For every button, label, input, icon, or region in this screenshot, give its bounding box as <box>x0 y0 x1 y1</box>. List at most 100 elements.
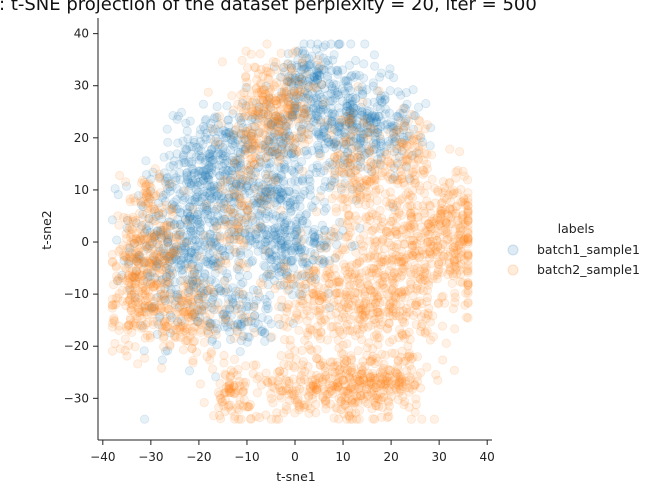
scatter-point <box>347 72 355 80</box>
scatter-point <box>264 316 272 324</box>
scatter-point <box>358 285 366 293</box>
scatter-point <box>253 389 261 397</box>
scatter-point <box>394 365 402 373</box>
scatter-point <box>229 368 237 376</box>
scatter-point <box>248 154 256 162</box>
points-layer <box>108 40 472 424</box>
scatter-point <box>225 191 233 199</box>
scatter-point <box>138 232 146 240</box>
scatter-point <box>451 298 459 306</box>
scatter-point <box>267 190 275 198</box>
legend-label-batch2: batch2_sample1 <box>537 262 640 277</box>
scatter-point <box>415 253 423 261</box>
chart-title-text: t-SNE projection of the dataset perplexi… <box>11 0 537 15</box>
scatter-point <box>127 287 135 295</box>
scatter-point <box>297 157 305 165</box>
scatter-point <box>335 167 343 175</box>
scatter-point <box>227 220 235 228</box>
scatter-point <box>413 353 421 361</box>
scatter-point <box>347 40 355 48</box>
scatter-point <box>347 356 355 364</box>
scatter-point <box>146 334 154 342</box>
scatter-point <box>283 323 291 331</box>
scatter-point <box>258 281 266 289</box>
scatter-point <box>157 364 165 372</box>
scatter-point <box>288 249 296 257</box>
scatter-point <box>373 196 381 204</box>
scatter-point <box>121 335 129 343</box>
scatter-point <box>369 226 377 234</box>
y-ticks: −30−20−10010203040 <box>64 27 98 406</box>
scatter-point <box>320 99 328 107</box>
scatter-point <box>209 125 217 133</box>
scatter-point <box>426 142 434 150</box>
scatter-point <box>376 225 384 233</box>
scatter-point <box>335 344 343 352</box>
scatter-point <box>312 382 320 390</box>
scatter-point <box>202 288 210 296</box>
scatter-point <box>377 156 385 164</box>
scatter-point <box>149 217 157 225</box>
scatter-point <box>396 117 404 125</box>
x-axis-label: t-sne1 <box>276 469 316 484</box>
scatter-point <box>264 170 272 178</box>
scatter-point <box>362 194 370 202</box>
scatter-point <box>423 197 431 205</box>
scatter-point <box>131 197 139 205</box>
scatter-point <box>286 198 294 206</box>
scatter-point <box>173 150 181 158</box>
scatter-point <box>274 158 282 166</box>
scatter-point <box>405 171 413 179</box>
scatter-point <box>389 336 397 344</box>
scatter-point <box>231 306 239 314</box>
scatter-point <box>448 279 456 287</box>
scatter-point <box>312 168 320 176</box>
scatter-point <box>322 271 330 279</box>
scatter-point <box>434 299 442 307</box>
scatter-point <box>434 229 442 237</box>
scatter-point <box>356 177 364 185</box>
scatter-point <box>246 144 254 152</box>
scatter-point <box>328 126 336 134</box>
scatter-point <box>277 229 285 237</box>
scatter-point <box>274 377 282 385</box>
scatter-point <box>438 205 446 213</box>
scatter-point <box>142 157 150 165</box>
scatter-point <box>414 103 422 111</box>
scatter-point <box>394 356 402 364</box>
y-tick-label: 20 <box>74 131 89 145</box>
scatter-point <box>323 56 331 64</box>
scatter-point <box>464 251 472 259</box>
scatter-point <box>426 318 434 326</box>
scatter-point <box>230 157 238 165</box>
x-tick-label: 40 <box>480 450 495 464</box>
scatter-point <box>182 179 190 187</box>
scatter-point <box>346 136 354 144</box>
scatter-point <box>163 125 171 133</box>
scatter-point <box>254 289 262 297</box>
scatter-point <box>189 356 197 364</box>
scatter-point <box>313 161 321 169</box>
scatter-point <box>331 140 339 148</box>
scatter-point <box>286 136 294 144</box>
scatter-point <box>200 398 208 406</box>
scatter-point <box>458 212 466 220</box>
scatter-point <box>163 238 171 246</box>
scatter-point <box>188 273 196 281</box>
scatter-point <box>140 415 148 423</box>
y-tick-label: −30 <box>64 391 89 405</box>
x-tick-label: −40 <box>90 450 115 464</box>
scatter-point <box>221 277 229 285</box>
x-tick-label: 10 <box>335 450 350 464</box>
scatter-point <box>415 116 423 124</box>
scatter-point <box>233 404 241 412</box>
scatter-point <box>242 47 250 55</box>
scatter-point <box>269 57 277 65</box>
scatter-point <box>108 319 116 327</box>
scatter-point <box>252 135 260 143</box>
scatter-point <box>280 259 288 267</box>
scatter-point <box>450 366 458 374</box>
scatter-point <box>250 328 258 336</box>
scatter-point <box>350 153 358 161</box>
scatter-point <box>393 230 401 238</box>
